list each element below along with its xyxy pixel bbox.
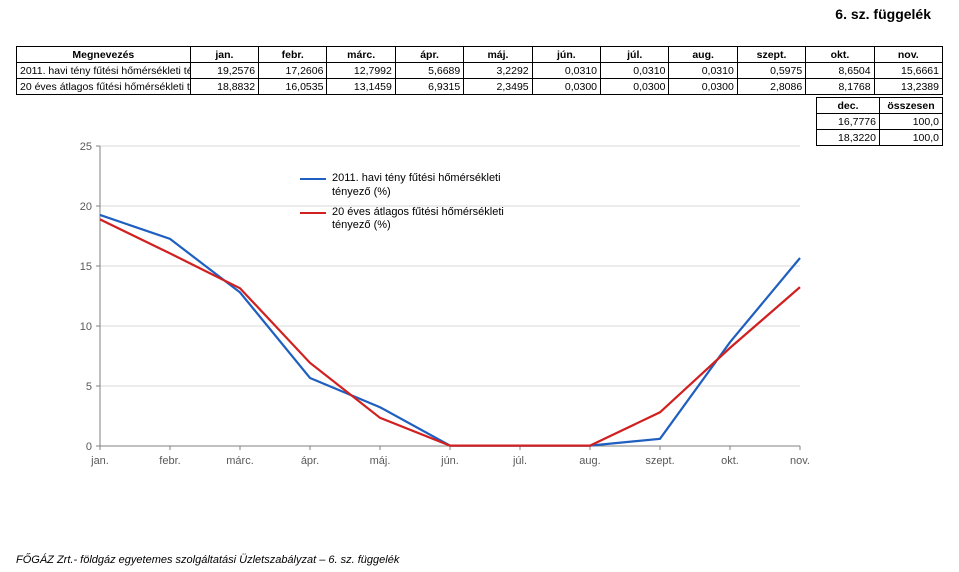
svg-text:szept.: szept. [645,455,674,467]
col-header: máj. [464,47,532,63]
col-header: Megnevezés [17,47,191,63]
summary-col-header: összesen [880,98,943,114]
row-label: 2011. havi tény fűtési hőmérsékleti tén [17,63,191,79]
table-row: 20 éves átlagos fűtési hőmérsékleti té 1… [17,79,943,95]
cell: 0,0300 [532,79,600,95]
svg-text:15: 15 [80,261,92,273]
cell: 13,2389 [874,79,942,95]
svg-text:nov.: nov. [790,455,810,467]
table-header-row: Megnevezés jan. febr. márc. ápr. máj. jú… [17,47,943,63]
cell: 0,0300 [601,79,669,95]
svg-text:25: 25 [80,141,92,153]
col-header: nov. [874,47,942,63]
col-header: márc. [327,47,395,63]
svg-text:okt.: okt. [721,455,739,467]
col-header: aug. [669,47,737,63]
svg-text:jún.: jún. [440,455,459,467]
legend-label: 20 éves átlagos fűtési hőmérsékleti tény… [332,206,512,234]
col-header: okt. [806,47,874,63]
col-header: ápr. [395,47,463,63]
cell: 2,3495 [464,79,532,95]
col-header: júl. [601,47,669,63]
cell: 0,0310 [601,63,669,79]
summary-header-row: dec. összesen [817,98,943,114]
summary-row: 16,7776 100,0 [817,114,943,130]
cell: 13,1459 [327,79,395,95]
chart-legend: 2011. havi tény fűtési hőmérsékleti tény… [300,172,512,239]
cell: 2,8086 [737,79,805,95]
cell: 8,6504 [806,63,874,79]
cell: 16,0535 [259,79,327,95]
svg-text:20: 20 [80,201,92,213]
appendix-title: 6. sz. függelék [835,6,931,22]
cell: 17,2606 [259,63,327,79]
svg-text:0: 0 [86,441,92,453]
cell: 6,9315 [395,79,463,95]
cell: 19,2576 [190,63,258,79]
footer-text: FŐGÁZ Zrt.- földgáz egyetemes szolgáltat… [16,554,399,566]
col-header: jan. [190,47,258,63]
legend-swatch [300,212,326,214]
cell: 0,0310 [532,63,600,79]
summary-table: dec. összesen 16,7776 100,0 18,3220 100,… [816,97,943,146]
col-header: febr. [259,47,327,63]
cell: 3,2292 [464,63,532,79]
svg-text:ápr.: ápr. [301,455,319,467]
summary-cell: 100,0 [880,130,943,146]
cell: 0,0310 [669,63,737,79]
legend-swatch [300,178,326,180]
cell: 18,8832 [190,79,258,95]
summary-cell: 16,7776 [817,114,880,130]
legend-item: 2011. havi tény fűtési hőmérsékleti tény… [300,172,512,200]
summary-row: 18,3220 100,0 [817,130,943,146]
summary-cell: 100,0 [880,114,943,130]
summary-cell: 18,3220 [817,130,880,146]
col-header: jún. [532,47,600,63]
cell: 0,0300 [669,79,737,95]
summary-col-header: dec. [817,98,880,114]
svg-text:jan.: jan. [90,455,109,467]
cell: 8,1768 [806,79,874,95]
cell: 15,6661 [874,63,942,79]
svg-text:5: 5 [86,381,92,393]
data-table: Megnevezés jan. febr. márc. ápr. máj. jú… [16,46,943,95]
svg-text:10: 10 [80,321,92,333]
svg-text:márc.: márc. [226,455,254,467]
svg-text:júl.: júl. [512,455,527,467]
col-header: szept. [737,47,805,63]
svg-text:máj.: máj. [370,455,391,467]
data-table-wrap: Megnevezés jan. febr. márc. ápr. máj. jú… [16,46,943,95]
legend-item: 20 éves átlagos fűtési hőmérsékleti tény… [300,206,512,234]
cell: 0,5975 [737,63,805,79]
svg-text:febr.: febr. [159,455,180,467]
legend-label: 2011. havi tény fűtési hőmérsékleti tény… [332,172,512,200]
row-label: 20 éves átlagos fűtési hőmérsékleti té [17,79,191,95]
cell: 12,7992 [327,63,395,79]
svg-text:aug.: aug. [579,455,600,467]
cell: 5,6689 [395,63,463,79]
table-row: 2011. havi tény fűtési hőmérsékleti tén … [17,63,943,79]
